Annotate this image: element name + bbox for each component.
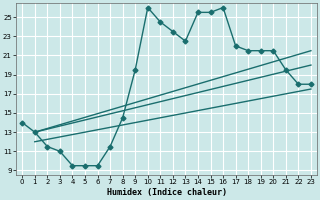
X-axis label: Humidex (Indice chaleur): Humidex (Indice chaleur) <box>107 188 227 197</box>
